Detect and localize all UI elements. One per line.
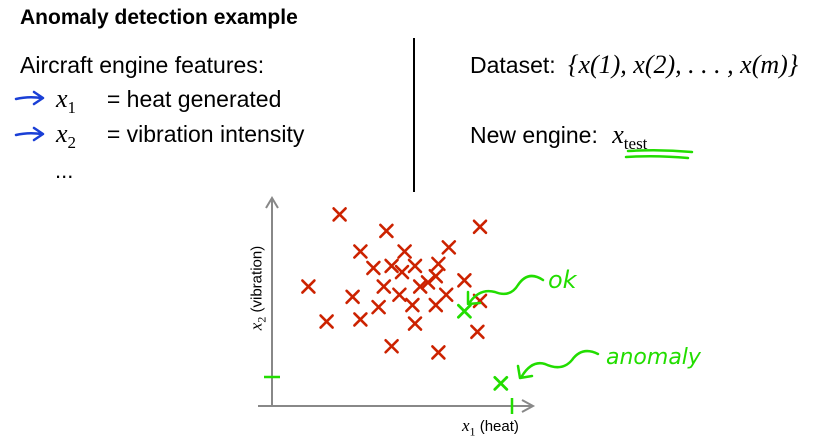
- dataset-line: Dataset: {x(1), x(2), . . . , x(m)}: [470, 50, 798, 80]
- training-point-marker: [470, 324, 485, 340]
- training-point-marker: [353, 312, 368, 327]
- y-axis-arrowhead: [265, 196, 279, 209]
- x-axis-label: x1 (heat): [462, 416, 519, 439]
- training-point-marker: [345, 289, 360, 305]
- x-axis-arrowhead: [521, 399, 536, 413]
- feature-ellipsis: ...: [55, 158, 74, 183]
- training-point-marker: [332, 207, 347, 222]
- test-point-marker: [456, 303, 472, 319]
- feature-desc-2: = vibration intensity: [106, 121, 305, 147]
- training-point-marker: [301, 279, 316, 294]
- anomaly-arrow-icon: [516, 349, 600, 380]
- training-point-marker: [394, 264, 410, 280]
- features-heading: Aircraft engine features:: [20, 52, 265, 78]
- feature-symbol-1: x1: [56, 84, 77, 118]
- xtest-underline-icon: [624, 148, 694, 160]
- training-point-marker: [376, 279, 392, 294]
- training-point-marker: [407, 258, 423, 274]
- training-point-marker: [384, 258, 399, 274]
- training-point-marker: [457, 273, 472, 288]
- training-point-marker: [412, 279, 428, 294]
- training-point-marker: [392, 287, 407, 303]
- new-engine-symbol: xtest: [612, 120, 648, 154]
- training-point-marker: [366, 260, 381, 276]
- feature-symbol-2: x2: [56, 119, 77, 153]
- training-point-marker: [353, 244, 368, 259]
- training-point-marker: [384, 338, 399, 354]
- anomaly-tick-marks: [264, 375, 514, 414]
- new-engine-line: New engine: xtest: [470, 120, 647, 154]
- feature-row-1: x1 = heat generated: [56, 84, 281, 118]
- feature-desc-1: = heat generated: [106, 86, 282, 112]
- dataset-label: Dataset:: [470, 52, 556, 78]
- training-point-marker: [431, 256, 446, 272]
- training-point-marker: [472, 219, 488, 235]
- blue-arrow-icon-2: [14, 126, 45, 142]
- dataset-formula: {x(1), x(2), . . . , x(m)}: [568, 50, 799, 79]
- training-point-marker: [431, 345, 446, 360]
- training-point-marker: [428, 297, 444, 313]
- new-engine-label: New engine:: [470, 122, 598, 148]
- test-point-marker: [493, 375, 509, 391]
- vertical-divider: [413, 38, 415, 192]
- training-point-marker: [407, 316, 423, 331]
- training-point-marker: [371, 299, 386, 315]
- y-axis-label: x2 (vibration): [246, 245, 269, 331]
- plot-axes: [258, 196, 536, 413]
- training-point-marker: [319, 314, 334, 329]
- training-point-marker: [379, 223, 394, 239]
- feature-row-2: x2 = vibration intensity: [56, 119, 304, 153]
- anomaly-annotation: anomaly: [606, 345, 702, 370]
- training-point-marker: [405, 297, 420, 313]
- training-point-marker: [420, 275, 436, 290]
- page-title: Anomaly detection example: [20, 6, 298, 29]
- training-point-marker: [397, 244, 412, 259]
- blue-arrow-icon-1: [14, 90, 45, 106]
- ok-arrow-icon: [466, 274, 545, 306]
- ok-annotation: ok: [548, 266, 578, 294]
- training-point-marker: [441, 240, 457, 255]
